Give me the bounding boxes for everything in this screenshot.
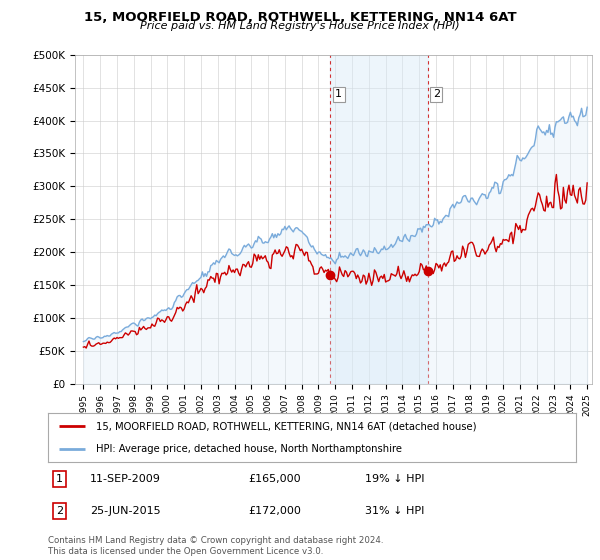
Text: 1: 1 [335,90,342,99]
Text: 31% ↓ HPI: 31% ↓ HPI [365,506,424,516]
Text: HPI: Average price, detached house, North Northamptonshire: HPI: Average price, detached house, Nort… [95,444,401,454]
Text: £165,000: £165,000 [248,474,301,484]
Text: 19% ↓ HPI: 19% ↓ HPI [365,474,424,484]
Text: 15, MOORFIELD ROAD, ROTHWELL, KETTERING, NN14 6AT (detached house): 15, MOORFIELD ROAD, ROTHWELL, KETTERING,… [95,421,476,431]
Text: 11-SEP-2009: 11-SEP-2009 [90,474,161,484]
Text: Contains HM Land Registry data © Crown copyright and database right 2024.
This d: Contains HM Land Registry data © Crown c… [48,536,383,556]
Text: 2: 2 [56,506,63,516]
Bar [330,55,428,384]
Text: Price paid vs. HM Land Registry's House Price Index (HPI): Price paid vs. HM Land Registry's House … [140,21,460,31]
Text: 1: 1 [56,474,63,484]
Text: £172,000: £172,000 [248,506,302,516]
Text: 25-JUN-2015: 25-JUN-2015 [90,506,161,516]
Text: 15, MOORFIELD ROAD, ROTHWELL, KETTERING, NN14 6AT: 15, MOORFIELD ROAD, ROTHWELL, KETTERING,… [83,11,517,24]
Text: 2: 2 [433,90,440,99]
